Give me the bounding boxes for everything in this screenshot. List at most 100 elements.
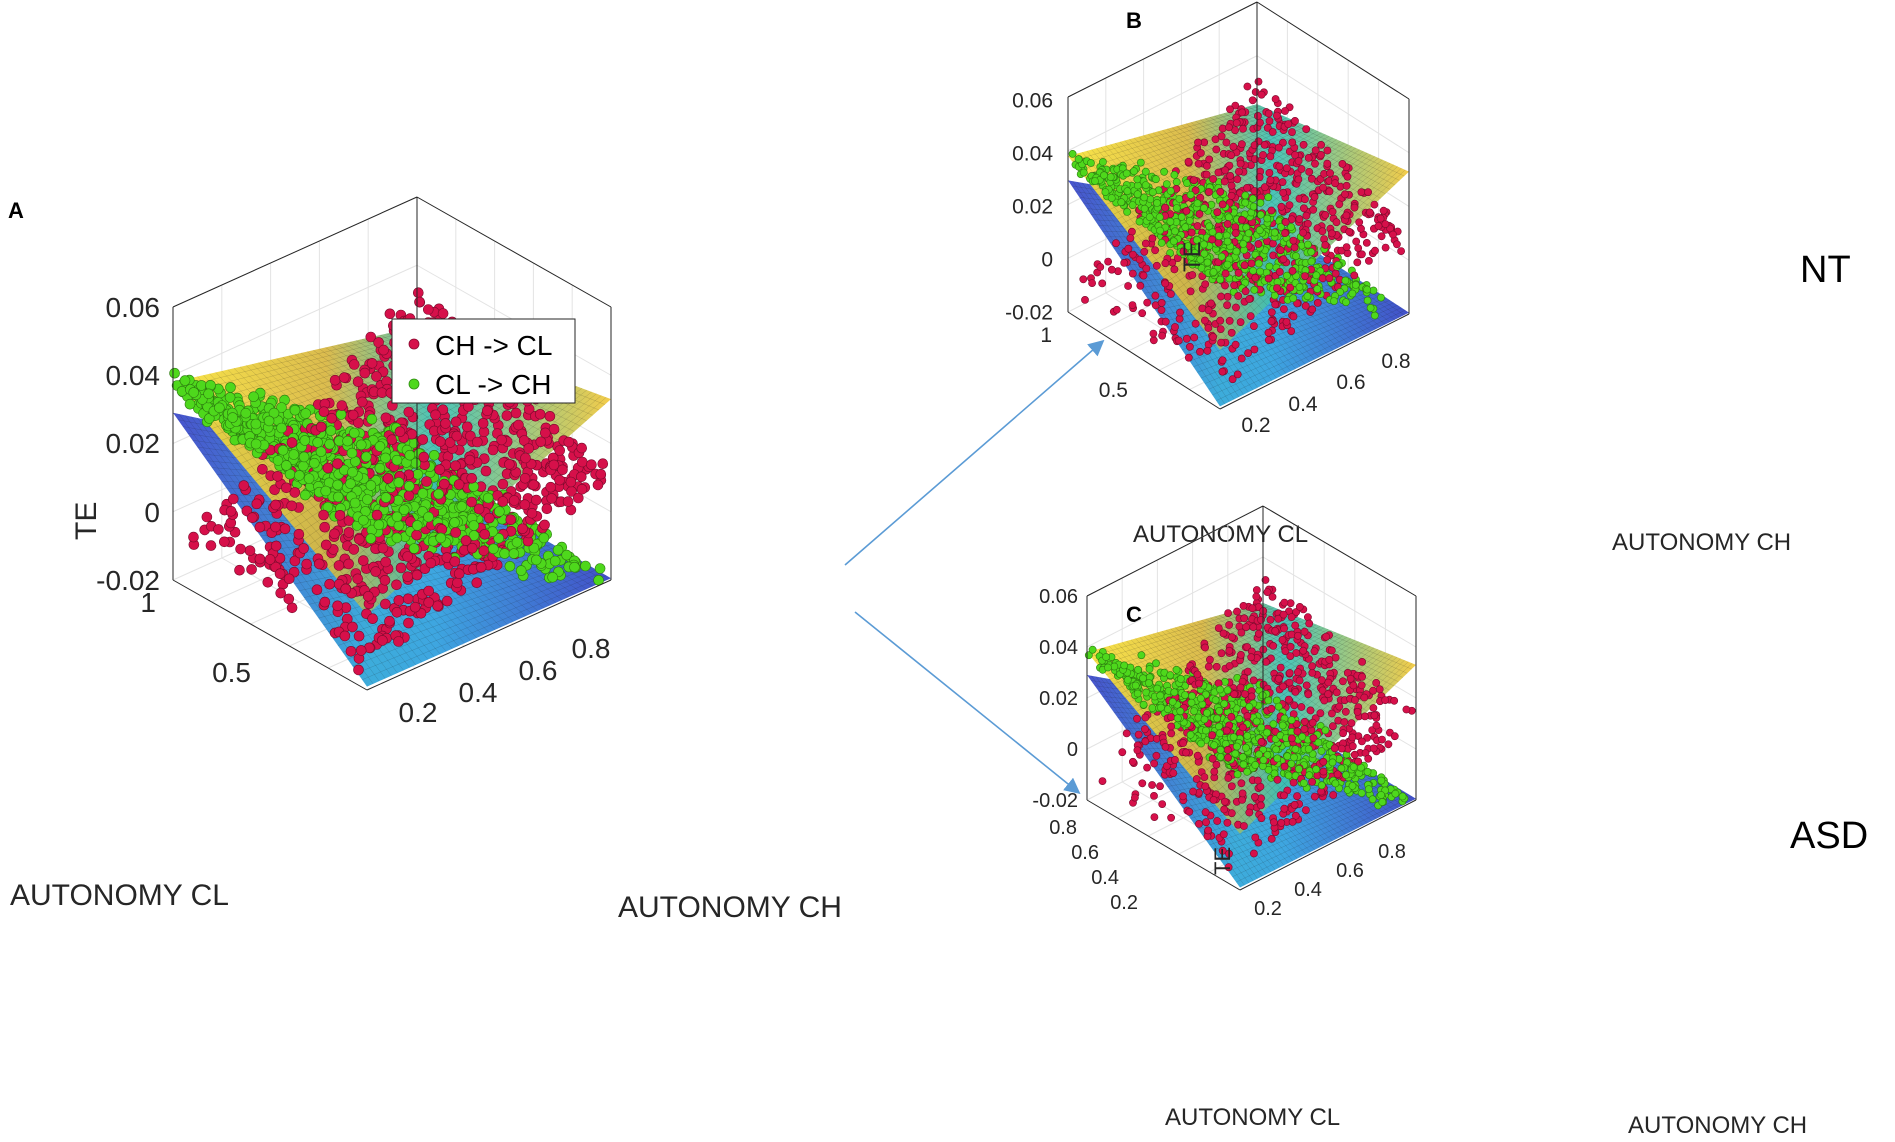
point-ch-cl bbox=[353, 664, 364, 676]
point-ch-cl bbox=[1189, 787, 1197, 796]
mesh-line bbox=[357, 572, 602, 674]
point-cl-ch bbox=[1378, 798, 1387, 806]
point-ch-cl bbox=[1218, 200, 1227, 209]
point-ch-cl bbox=[1297, 165, 1306, 173]
point-ch-cl bbox=[1195, 820, 1203, 828]
point-ch-cl bbox=[1234, 268, 1243, 277]
point-ch-cl bbox=[1171, 323, 1179, 331]
point-ch-cl bbox=[1381, 220, 1390, 228]
point-ch-cl bbox=[411, 529, 422, 541]
point-ch-cl bbox=[520, 452, 531, 464]
point-ch-cl bbox=[1169, 769, 1178, 777]
point-cl-ch bbox=[214, 402, 225, 414]
point-ch-cl bbox=[1254, 240, 1263, 248]
point-ch-cl bbox=[1379, 206, 1388, 215]
point-cl-ch bbox=[1244, 229, 1253, 238]
point-ch-cl bbox=[497, 496, 509, 507]
point-cl-ch bbox=[1152, 175, 1160, 184]
point-ch-cl bbox=[1227, 191, 1236, 200]
point-ch-cl bbox=[1348, 733, 1357, 742]
point-ch-cl bbox=[1223, 292, 1232, 301]
point-ch-cl bbox=[1138, 309, 1147, 318]
point-ch-cl bbox=[592, 479, 604, 491]
point-ch-cl bbox=[1308, 778, 1316, 786]
point-ch-cl bbox=[1288, 128, 1296, 136]
point-cl-ch bbox=[1349, 763, 1358, 771]
point-ch-cl bbox=[279, 523, 291, 535]
point-ch-cl bbox=[1161, 259, 1170, 268]
point-ch-cl bbox=[1313, 298, 1322, 307]
point-cl-ch bbox=[1140, 204, 1149, 213]
point-ch-cl bbox=[1136, 281, 1145, 290]
point-ch-cl bbox=[348, 359, 360, 370]
point-ch-cl bbox=[1351, 696, 1359, 704]
point-ch-cl bbox=[1390, 696, 1399, 705]
point-cl-ch bbox=[224, 392, 236, 403]
point-ch-cl bbox=[1307, 174, 1316, 183]
point-ch-cl bbox=[1291, 621, 1300, 630]
point-ch-cl bbox=[332, 458, 343, 470]
point-ch-cl bbox=[1245, 808, 1254, 817]
point-ch-cl bbox=[437, 308, 449, 319]
point-ch-cl bbox=[437, 404, 449, 416]
point-ch-cl bbox=[1244, 349, 1252, 357]
point-ch-cl bbox=[1384, 740, 1393, 749]
point-ch-cl bbox=[332, 600, 343, 612]
point-cl-ch bbox=[552, 544, 564, 556]
point-cl-ch bbox=[320, 485, 332, 497]
point-ch-cl bbox=[1238, 796, 1246, 804]
point-cl-ch bbox=[1239, 760, 1248, 769]
point-cl-ch bbox=[1342, 771, 1350, 779]
point-cl-ch bbox=[360, 451, 372, 463]
point-ch-cl bbox=[1176, 308, 1184, 317]
point-cl-ch bbox=[1328, 758, 1337, 767]
point-ch-cl bbox=[1243, 82, 1252, 91]
point-ch-cl bbox=[1323, 146, 1332, 155]
mesh-line bbox=[362, 575, 607, 680]
point-ch-cl bbox=[586, 459, 597, 471]
point-ch-cl bbox=[1259, 151, 1267, 159]
point-ch-cl bbox=[1282, 317, 1291, 326]
point-ch-cl bbox=[1182, 748, 1190, 757]
point-cl-ch bbox=[1235, 715, 1244, 723]
point-cl-ch bbox=[1317, 781, 1326, 790]
point-cl-ch bbox=[1153, 684, 1162, 693]
point-ch-cl bbox=[246, 564, 257, 575]
point-ch-cl bbox=[1182, 206, 1191, 215]
point-ch-cl bbox=[1267, 317, 1276, 326]
point-ch-cl bbox=[1158, 331, 1166, 340]
point-ch-cl bbox=[1311, 159, 1319, 168]
point-cl-ch bbox=[324, 438, 336, 450]
point-ch-cl bbox=[1201, 808, 1210, 817]
point-ch-cl bbox=[1365, 256, 1373, 265]
point-cl-ch bbox=[1331, 779, 1340, 788]
group-label-nt: NT bbox=[1800, 249, 1851, 291]
point-ch-cl bbox=[1300, 627, 1309, 636]
point-ch-cl bbox=[353, 630, 365, 642]
point-ch-cl bbox=[1284, 120, 1293, 128]
point-ch-cl bbox=[595, 468, 607, 480]
point-ch-cl bbox=[1372, 679, 1381, 687]
point-cl-ch bbox=[1176, 707, 1185, 716]
point-ch-cl bbox=[348, 544, 360, 555]
point-ch-cl bbox=[1214, 624, 1223, 632]
point-ch-cl bbox=[1200, 773, 1209, 781]
point-cl-ch bbox=[1292, 252, 1300, 260]
point-cl-ch bbox=[1263, 728, 1271, 737]
point-cl-ch bbox=[1145, 665, 1154, 673]
point-ch-cl bbox=[1245, 295, 1254, 303]
point-cl-ch bbox=[1139, 674, 1147, 683]
point-ch-cl bbox=[1364, 188, 1372, 197]
point-cl-ch bbox=[250, 418, 262, 430]
point-ch-cl bbox=[365, 331, 377, 343]
point-ch-cl bbox=[483, 512, 495, 524]
point-ch-cl bbox=[1343, 172, 1352, 181]
point-cl-ch bbox=[1136, 158, 1145, 167]
point-cl-ch bbox=[335, 409, 347, 420]
point-ch-cl bbox=[1212, 145, 1221, 154]
point-ch-cl bbox=[1291, 151, 1299, 159]
point-ch-cl bbox=[228, 493, 239, 505]
point-ch-cl bbox=[311, 584, 323, 596]
point-ch-cl bbox=[1257, 615, 1265, 624]
point-ch-cl bbox=[371, 371, 382, 382]
